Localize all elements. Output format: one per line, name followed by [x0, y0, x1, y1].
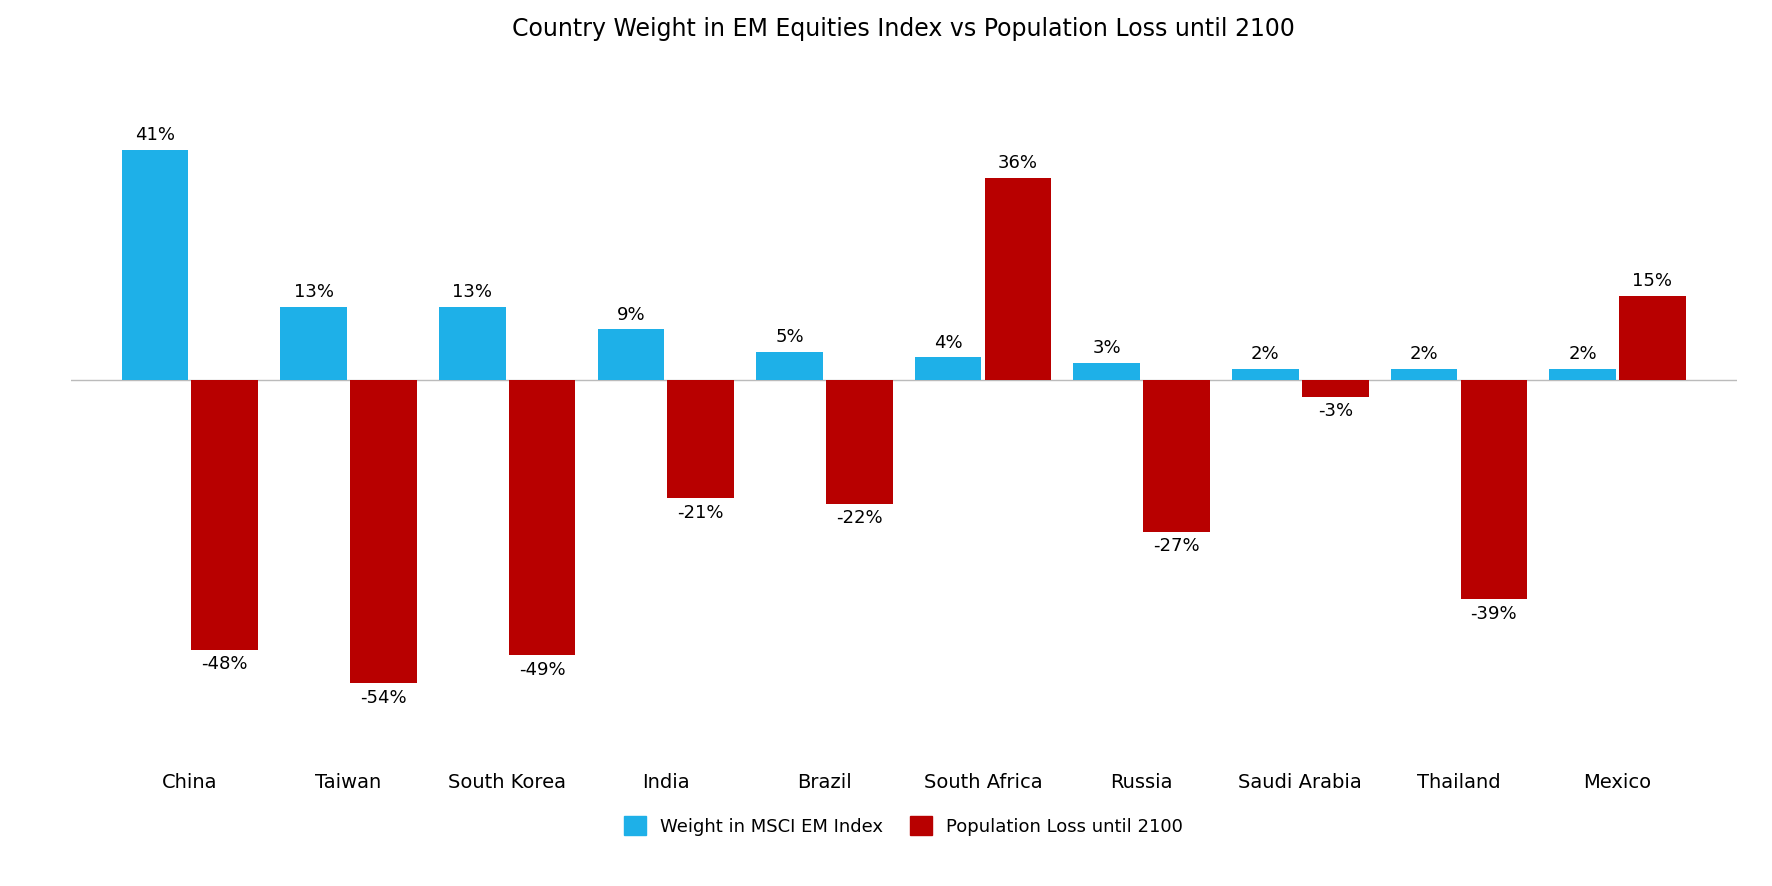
Bar [1620, 296, 1685, 380]
Text: -54%: -54% [360, 689, 408, 707]
Bar [1302, 380, 1368, 397]
Text: 41%: 41% [135, 126, 175, 144]
Bar [351, 380, 416, 683]
Text: -3%: -3% [1318, 402, 1352, 420]
Bar [985, 177, 1051, 380]
Title: Country Weight in EM Equities Index vs Population Loss until 2100: Country Weight in EM Equities Index vs P… [512, 17, 1295, 41]
Bar [1232, 369, 1299, 380]
Text: 2%: 2% [1251, 345, 1279, 363]
Text: -22%: -22% [836, 509, 882, 527]
Text: 4%: 4% [934, 334, 962, 352]
Bar [439, 307, 505, 380]
Bar [1391, 369, 1457, 380]
Bar [1460, 380, 1527, 599]
Bar [280, 307, 347, 380]
Text: 2%: 2% [1411, 345, 1439, 363]
Bar [1143, 380, 1210, 532]
Bar [1549, 369, 1616, 380]
Text: 2%: 2% [1568, 345, 1597, 363]
Text: -21%: -21% [677, 503, 725, 522]
Text: 36%: 36% [998, 154, 1038, 172]
Text: 15%: 15% [1632, 272, 1673, 290]
Bar [597, 330, 664, 380]
Bar [191, 380, 259, 649]
Legend: Weight in MSCI EM Index, Population Loss until 2100: Weight in MSCI EM Index, Population Loss… [617, 809, 1191, 843]
Bar [122, 150, 188, 380]
Text: 13%: 13% [452, 284, 493, 301]
Bar [757, 352, 822, 380]
Bar [914, 357, 982, 380]
Bar [826, 380, 893, 503]
Text: 3%: 3% [1093, 339, 1122, 357]
Text: -27%: -27% [1154, 537, 1200, 556]
Text: 9%: 9% [617, 306, 645, 323]
Bar [509, 380, 576, 656]
Text: 13%: 13% [294, 284, 333, 301]
Bar [1074, 363, 1139, 380]
Text: 5%: 5% [774, 328, 804, 346]
Text: -49%: -49% [519, 661, 565, 679]
Text: -39%: -39% [1471, 604, 1517, 623]
Bar [668, 380, 734, 498]
Text: -48%: -48% [202, 656, 248, 673]
